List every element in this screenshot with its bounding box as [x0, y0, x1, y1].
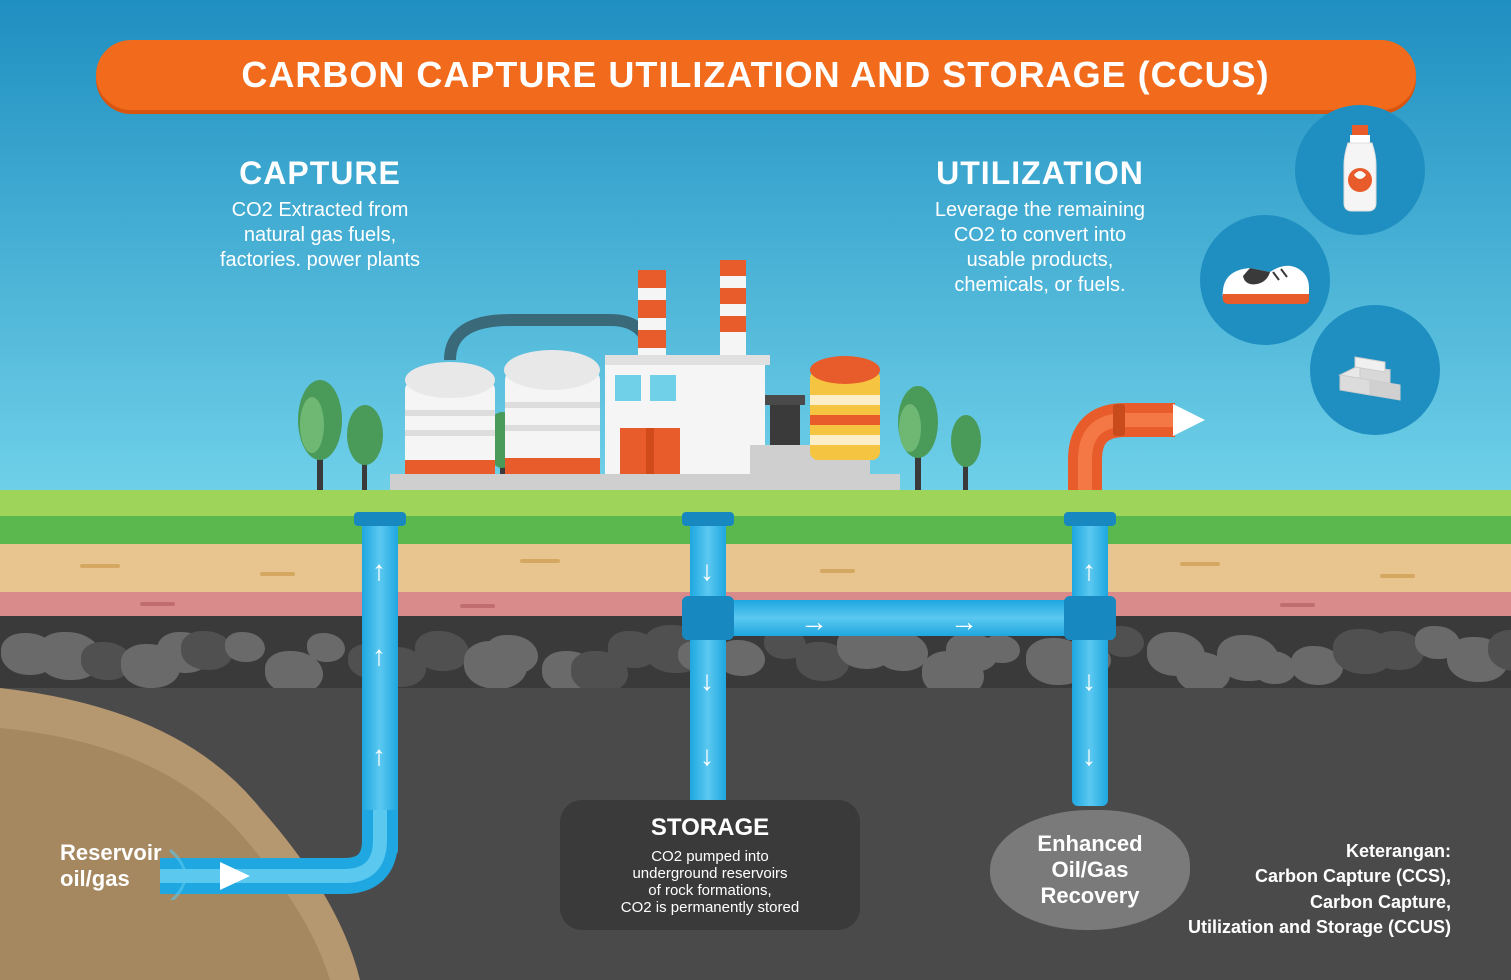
storage-body: CO2 pumped intounderground reservoirsof …	[580, 848, 840, 916]
title-text: CARBON CAPTURE UTILIZATION AND STORAGE (…	[241, 54, 1269, 96]
rock	[225, 632, 265, 662]
legend: Keterangan: Carbon Capture (CCS), Carbon…	[1188, 839, 1451, 940]
pipe-joint	[682, 596, 734, 640]
pipe-cap	[1064, 512, 1116, 526]
pipe-cap	[354, 512, 406, 526]
product-bottle-icon	[1295, 105, 1425, 235]
rock	[876, 632, 928, 671]
pipe-cap	[682, 512, 734, 526]
grass-layer-mid	[0, 516, 1511, 544]
soil-sand-layer	[0, 544, 1511, 592]
reservoir-text: Reservoiroil/gas	[60, 840, 162, 891]
factory-illustration	[350, 260, 970, 490]
rock	[983, 635, 1020, 663]
capture-section: CAPTURE CO2 Extracted fromnatural gas fu…	[160, 155, 480, 273]
utilization-heading: UTILIZATION	[880, 155, 1200, 192]
rock	[1252, 651, 1296, 684]
legend-line3: Carbon Capture,	[1188, 890, 1451, 915]
storage-bubble: STORAGE CO2 pumped intounderground reser…	[560, 800, 860, 930]
legend-line2: Carbon Capture (CCS),	[1188, 864, 1451, 889]
product-bricks-icon	[1310, 305, 1440, 435]
recovery-text: EnhancedOil/GasRecovery	[1037, 831, 1142, 909]
product-shoe-icon	[1200, 215, 1330, 345]
title-banner: CARBON CAPTURE UTILIZATION AND STORAGE (…	[96, 40, 1416, 110]
capture-heading: CAPTURE	[160, 155, 480, 192]
rock	[415, 631, 469, 671]
rock	[307, 633, 346, 662]
pipe-joint	[1064, 596, 1116, 640]
rock	[485, 635, 538, 675]
infographic-canvas: CARBON CAPTURE UTILIZATION AND STORAGE (…	[0, 0, 1511, 980]
recovery-bubble: EnhancedOil/GasRecovery	[990, 810, 1190, 930]
horizontal-pipe	[708, 600, 1090, 636]
grass-layer-top	[0, 490, 1511, 516]
reservoir-label: Reservoiroil/gas	[60, 840, 162, 892]
reservoir-bend-pipe	[160, 810, 400, 900]
legend-line1: Keterangan:	[1188, 839, 1451, 864]
legend-line4: Utilization and Storage (CCUS)	[1188, 915, 1451, 940]
storage-heading: STORAGE	[580, 814, 840, 842]
